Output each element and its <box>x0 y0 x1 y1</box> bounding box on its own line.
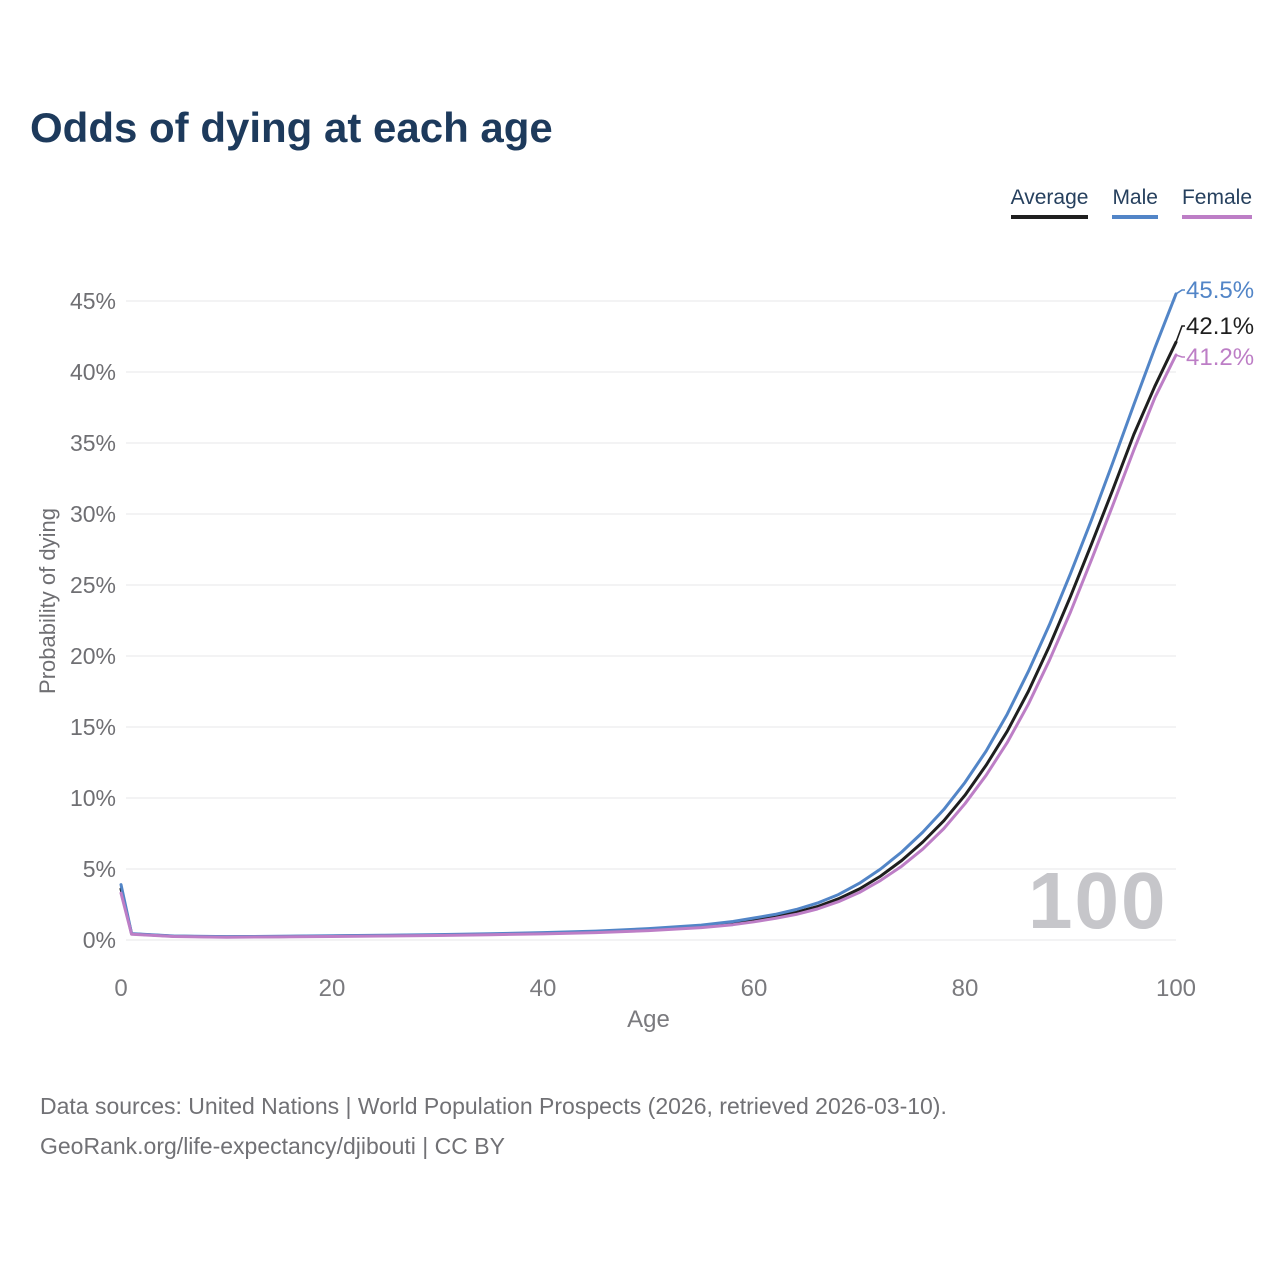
y-tick-label: 40% <box>70 359 116 385</box>
legend-item-male[interactable]: Male <box>1112 186 1158 219</box>
x-tick-label: 60 <box>741 975 768 1002</box>
legend-item-average[interactable]: Average <box>1010 186 1089 219</box>
end-label-female: 41.2% <box>1186 344 1255 371</box>
footer-attribution: GeoRank.org/life-expectancy/djibouti | C… <box>40 1133 505 1159</box>
x-axis-title: Age <box>627 1006 670 1033</box>
y-tick-label: 25% <box>70 572 116 598</box>
y-tick-label: 35% <box>70 430 116 456</box>
x-tick-label: 80 <box>952 975 979 1002</box>
y-tick-label: 5% <box>83 856 116 882</box>
x-tick-label: 0 <box>114 975 127 1002</box>
chart-title: Odds of dying at each age <box>30 104 553 151</box>
watermark-age-100: 100 <box>1028 856 1168 945</box>
y-tick-label: 10% <box>70 785 116 811</box>
end-label-connector <box>1175 289 1185 295</box>
footer-data-sources: Data sources: United Nations | World Pop… <box>40 1093 947 1119</box>
line-average <box>119 340 1178 939</box>
y-tick-label: 30% <box>70 501 116 527</box>
legend: Average Male Female <box>1010 186 1252 219</box>
legend-item-female[interactable]: Female <box>1181 186 1252 219</box>
y-tick-label: 0% <box>83 927 116 953</box>
end-label-male: 45.5% <box>1186 277 1255 304</box>
x-tick-label: 20 <box>319 975 346 1002</box>
x-tick-label: 100 <box>1156 975 1196 1002</box>
y-tick-label: 20% <box>70 643 116 669</box>
y-tick-label: 15% <box>70 714 116 740</box>
line-male <box>119 292 1178 939</box>
end-label-average: 42.1% <box>1186 313 1255 340</box>
footer: Data sources: United Nations | World Pop… <box>40 1086 947 1166</box>
end-label-connector <box>1175 354 1185 358</box>
x-tick-label: 40 <box>530 975 557 1002</box>
end-label-connector <box>1175 325 1185 343</box>
y-tick-label: 45% <box>70 288 116 314</box>
y-axis-title: Probability of dying <box>35 508 60 694</box>
line-female <box>119 353 1178 939</box>
